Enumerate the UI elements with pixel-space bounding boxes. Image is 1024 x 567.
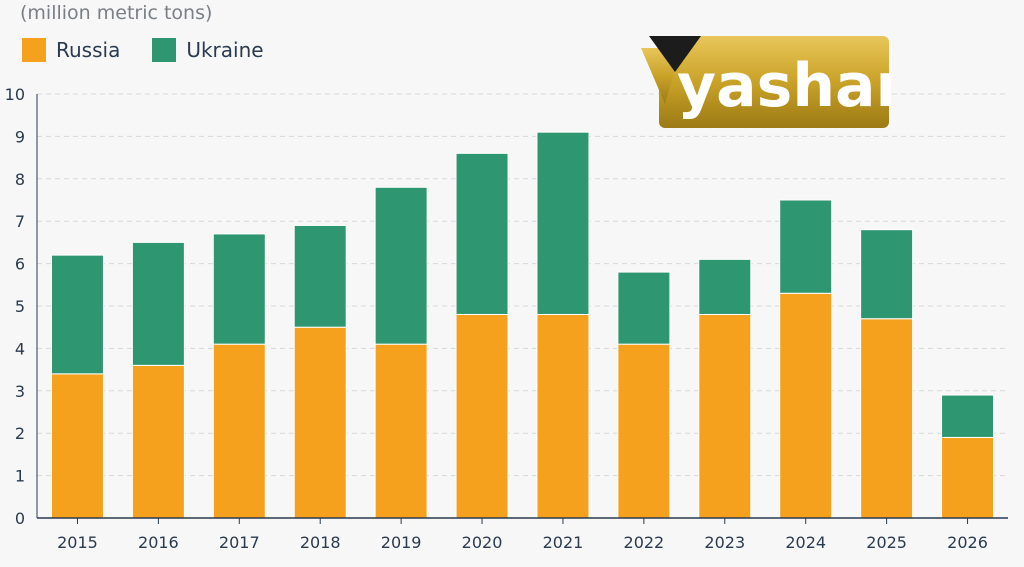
y-tick-label-1: 1 [15, 467, 25, 486]
bar-ukraine-2015 [50, 254, 104, 375]
y-tick-label-7: 7 [15, 212, 25, 231]
logo-text: yashar [677, 51, 891, 121]
bar-russia-2018 [293, 326, 347, 519]
x-tick-label-2023: 2023 [704, 533, 745, 552]
bar-russia-2016 [131, 364, 185, 519]
unit-label: (million metric tons) [20, 2, 213, 24]
legend-item-russia: Russia [22, 38, 120, 62]
x-tick-label-2018: 2018 [300, 533, 341, 552]
bar-russia-2024 [779, 292, 833, 519]
x-tick-label-2015: 2015 [57, 533, 98, 552]
y-tick-label-4: 4 [15, 339, 25, 358]
x-tick-label-2022: 2022 [624, 533, 665, 552]
y-tick-label-3: 3 [15, 382, 25, 401]
logo-dark-triangle [649, 36, 701, 72]
y-tick-label-9: 9 [15, 127, 25, 146]
legend-item-ukraine: Ukraine [152, 38, 264, 62]
bar-ukraine-2025 [860, 229, 914, 320]
bar-ukraine-2016 [131, 241, 185, 366]
bar-ukraine-2024 [779, 199, 833, 294]
x-tick-label-2025: 2025 [866, 533, 907, 552]
bar-russia-2026 [941, 436, 995, 519]
bar-ukraine-2019 [374, 186, 428, 345]
x-tick-label-2020: 2020 [462, 533, 503, 552]
bar-russia-2017 [212, 343, 266, 519]
y-tick-label-2: 2 [15, 424, 25, 443]
bar-russia-2022 [617, 343, 671, 519]
legend-label-ukraine: Ukraine [186, 38, 264, 62]
bar-ukraine-2020 [455, 152, 509, 315]
x-tick-label-2017: 2017 [219, 533, 260, 552]
x-tick-label-2021: 2021 [543, 533, 584, 552]
legend-swatch-ukraine [152, 38, 177, 62]
bar-russia-2019 [374, 343, 428, 519]
y-tick-label-6: 6 [15, 255, 25, 274]
bar-ukraine-2018 [293, 224, 347, 328]
x-tick-label-2019: 2019 [381, 533, 422, 552]
y-tick-label-8: 8 [15, 170, 25, 189]
x-tick-label-2026: 2026 [947, 533, 988, 552]
bar-russia-2023 [698, 313, 752, 519]
bar-ukraine-2026 [941, 394, 995, 438]
bar-russia-2015 [50, 373, 104, 519]
legend-swatch-russia [22, 38, 46, 62]
legend-label-russia: Russia [56, 38, 121, 62]
y-tick-label-5: 5 [15, 297, 25, 316]
legend: Russia Ukraine [22, 38, 296, 62]
bar-russia-2025 [860, 318, 914, 519]
logo-plate [659, 36, 889, 128]
y-tick-label-0: 0 [15, 509, 25, 528]
bar-ukraine-2017 [212, 233, 266, 345]
yashar-logo: yashar [641, 36, 891, 128]
bar-ukraine-2023 [698, 258, 752, 315]
x-tick-label-2024: 2024 [785, 533, 826, 552]
bar-russia-2020 [455, 313, 509, 519]
bar-ukraine-2021 [536, 131, 590, 315]
bar-russia-2021 [536, 313, 590, 519]
y-tick-label-10: 10 [5, 85, 25, 104]
x-tick-label-2016: 2016 [138, 533, 179, 552]
bar-ukraine-2022 [617, 271, 671, 345]
